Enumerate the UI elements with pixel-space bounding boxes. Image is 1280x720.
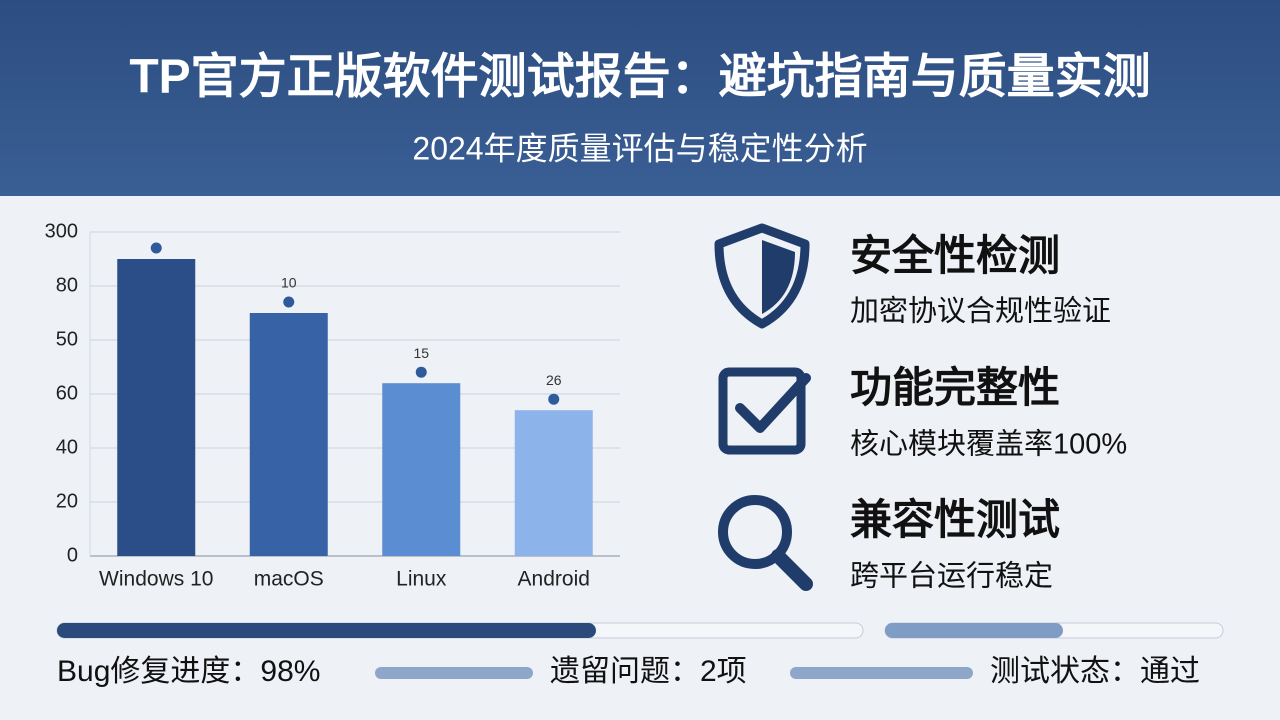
point-label: 10 <box>281 275 297 291</box>
y-tick-label: 80 <box>56 274 78 296</box>
bar <box>117 259 196 556</box>
y-tick-label: 0 <box>67 544 78 566</box>
status-text: 测试状态：通过 <box>990 655 1200 688</box>
y-tick-label: 20 <box>56 490 78 512</box>
point-dot <box>150 242 162 254</box>
feature-title: 安全性检测 <box>850 232 1060 279</box>
feature-title: 兼容性测试 <box>850 496 1060 543</box>
status-text: 遗留问题：2项 <box>550 655 747 688</box>
bar <box>514 410 593 556</box>
point-dot <box>548 393 560 405</box>
progress-fill <box>57 623 596 638</box>
y-tick-label: 40 <box>56 436 78 458</box>
shield-icon <box>714 223 810 329</box>
check-icon <box>718 367 811 455</box>
header-band <box>0 0 1280 196</box>
point-label: 26 <box>546 372 562 388</box>
point-dot <box>283 296 295 308</box>
progress-fill <box>885 623 1063 638</box>
bar <box>382 383 461 556</box>
y-tick-label: 300 <box>45 220 78 242</box>
search-icon <box>718 495 813 591</box>
y-tick-label: 60 <box>56 382 78 404</box>
divider-pill <box>790 667 973 679</box>
subtitle: 2024年度质量评估与稳定性分析 <box>412 130 867 166</box>
status-text: Bug修复进度：98% <box>57 655 320 688</box>
feature-title: 功能完整性 <box>850 364 1060 411</box>
feature-subtitle: 加密协议合规性验证 <box>850 295 1111 328</box>
bar <box>249 313 328 556</box>
point-label: 15 <box>413 345 429 361</box>
divider-pill <box>375 667 533 679</box>
y-tick-label: 50 <box>56 328 78 350</box>
point-dot <box>415 366 427 378</box>
x-tick-label: Android <box>518 568 590 591</box>
x-tick-label: Windows 10 <box>99 568 213 591</box>
x-tick-label: Linux <box>396 568 447 591</box>
feature-subtitle: 核心模块覆盖率100% <box>850 428 1127 461</box>
title: TP官方正版软件测试报告：避坑指南与质量实测 <box>129 51 1150 104</box>
feature-subtitle: 跨平台运行稳定 <box>850 560 1053 593</box>
x-tick-label: macOS <box>254 568 324 591</box>
